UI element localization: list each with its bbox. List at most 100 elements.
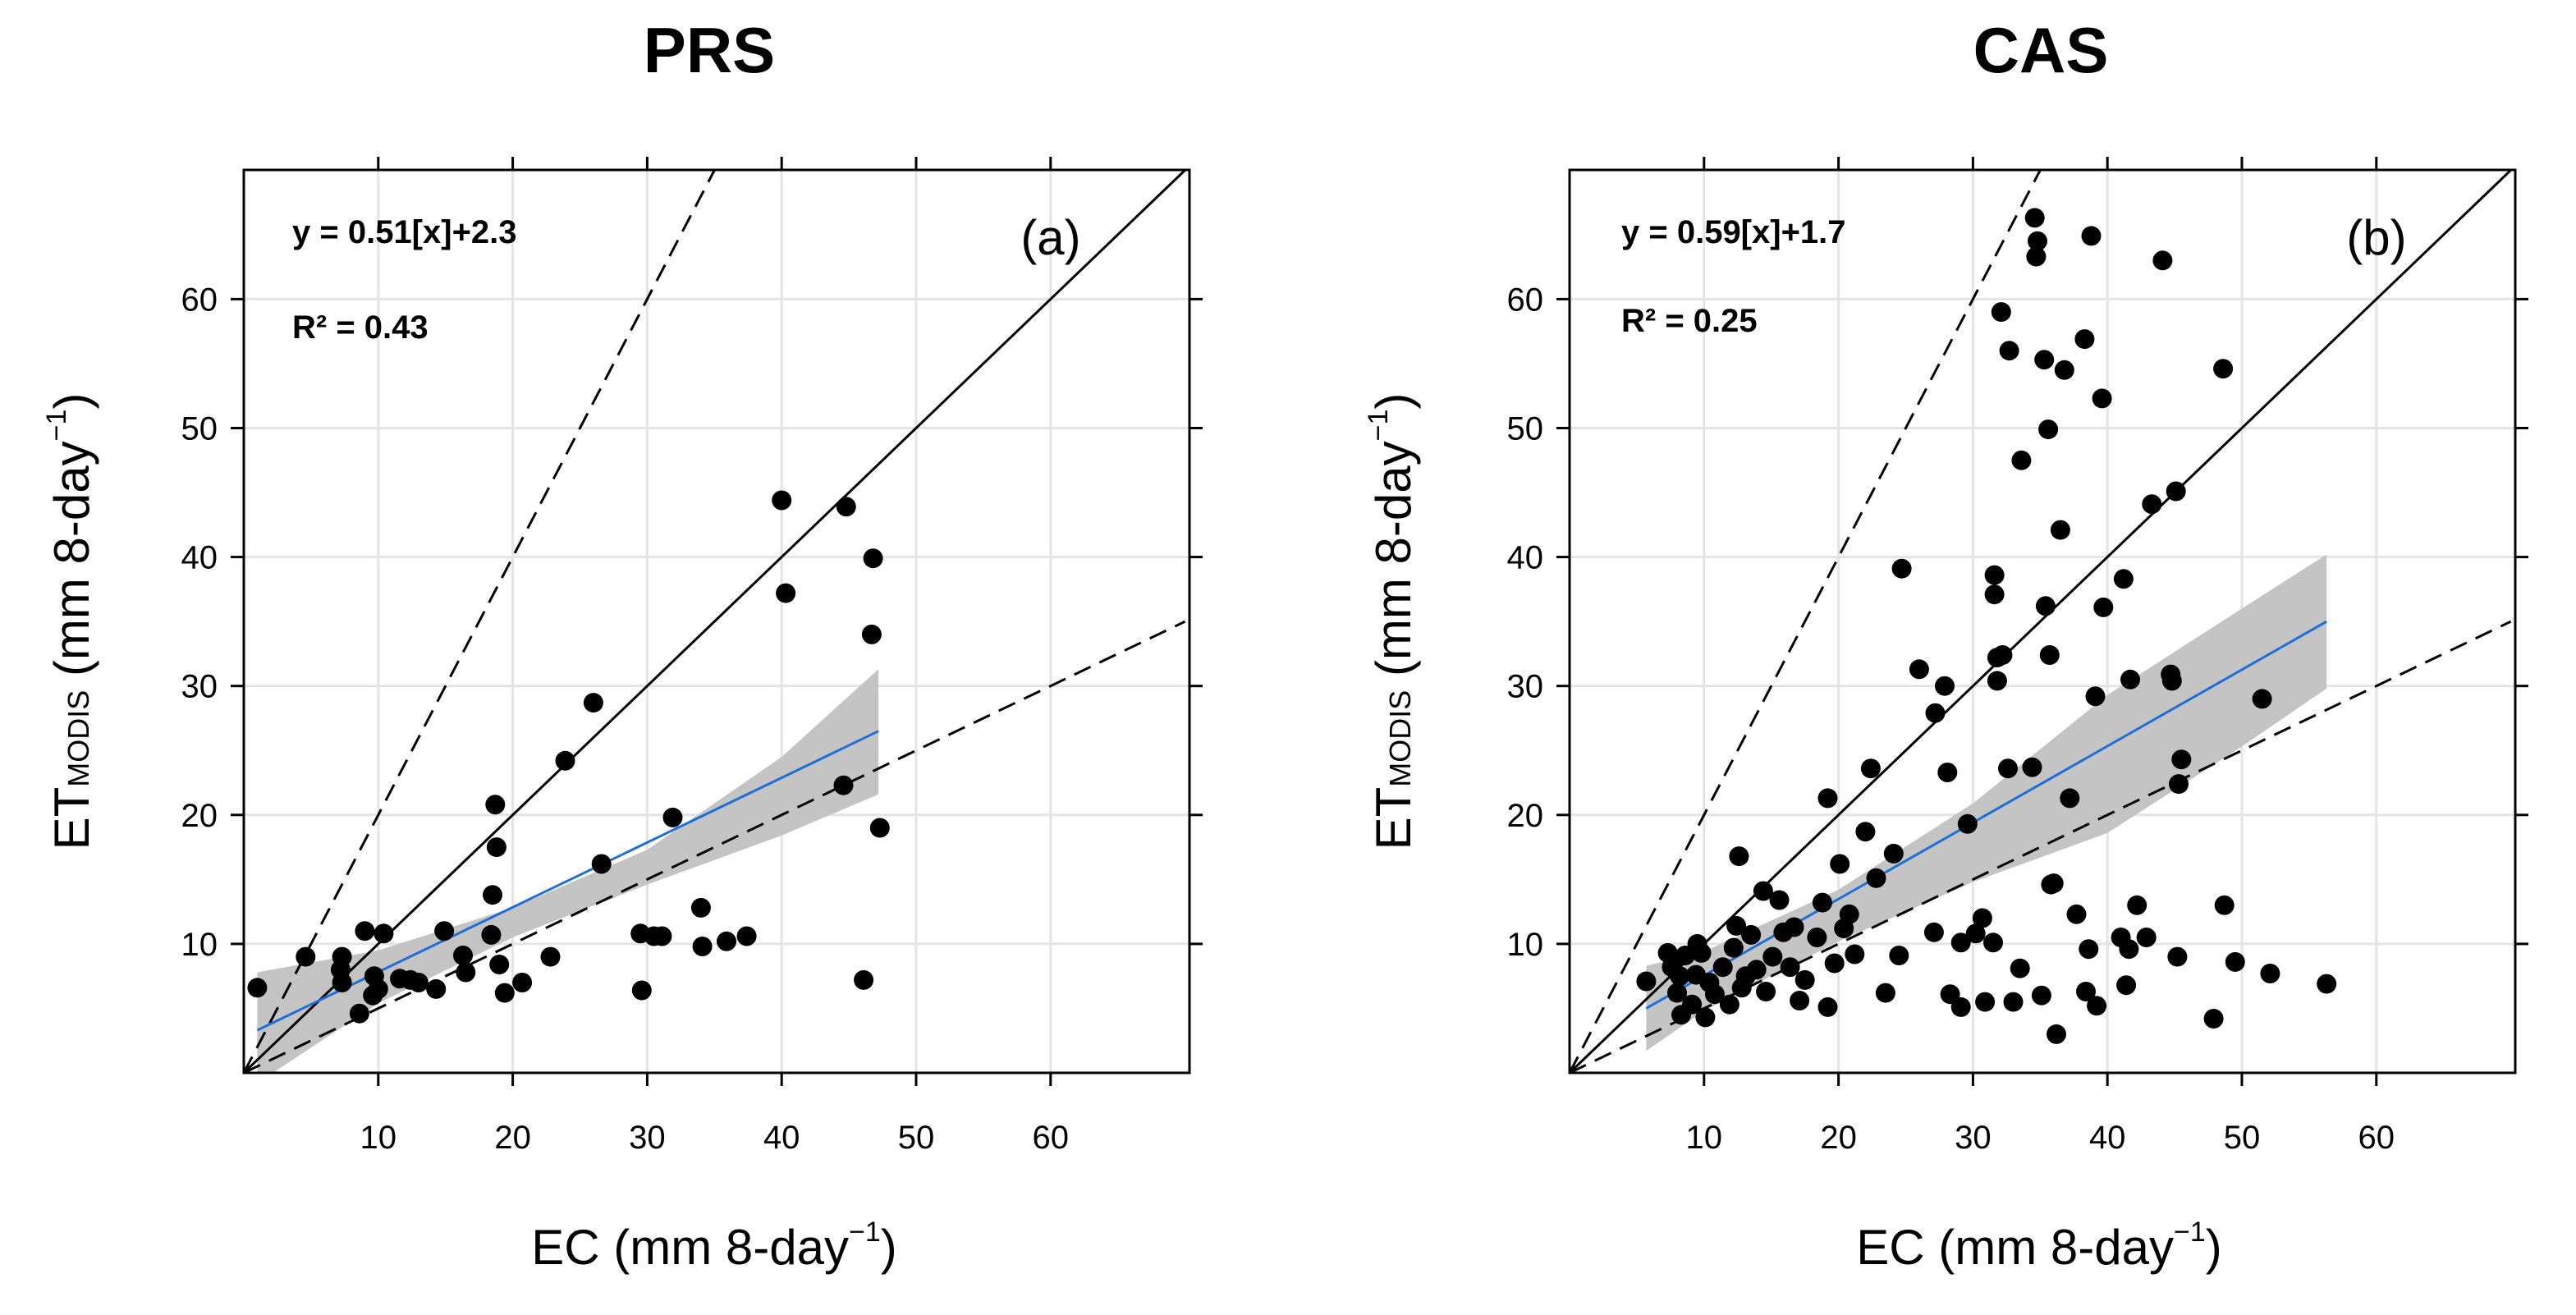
data-point <box>2034 350 2055 370</box>
equation-text: y = 0.51[x]+2.3 <box>292 214 517 250</box>
y-tick-label: 30 <box>181 669 218 705</box>
data-point <box>1753 881 1773 901</box>
y-label-sub: MODIS <box>62 690 95 787</box>
data-point <box>2317 974 2337 994</box>
data-point <box>1957 813 1978 834</box>
data-point <box>1695 1007 1716 1028</box>
x-tick-label: 20 <box>494 1120 531 1156</box>
data-point <box>1830 854 1850 874</box>
data-point <box>1992 645 2013 665</box>
data-point <box>1883 843 1904 864</box>
y-label-sup: −1 <box>41 410 72 442</box>
data-point <box>1923 922 1944 942</box>
data-point <box>1780 957 1800 978</box>
data-point <box>2050 520 2070 540</box>
data-points <box>247 490 890 1024</box>
data-point <box>2087 996 2107 1016</box>
data-point <box>489 955 510 974</box>
data-point <box>583 693 603 713</box>
y-label-sub: MODIS <box>1383 690 1417 787</box>
data-point <box>2031 985 2051 1006</box>
data-point <box>2113 569 2134 589</box>
data-point <box>1667 983 1687 1003</box>
data-point <box>1741 924 1762 945</box>
data-point <box>2171 749 2192 770</box>
data-point <box>1762 946 1783 967</box>
data-point <box>332 973 352 992</box>
data-point <box>772 490 792 511</box>
grid <box>244 170 1189 1073</box>
data-point <box>1972 908 1992 928</box>
reference-line-2-to-1 <box>1570 170 2042 1073</box>
data-point <box>692 937 713 956</box>
data-point <box>2166 481 2186 502</box>
data-point <box>2035 596 2056 616</box>
data-point <box>861 624 882 644</box>
chart-title: PRS <box>644 14 775 86</box>
data-point <box>2142 494 2162 515</box>
data-point <box>2225 951 2245 972</box>
reference-line-1-to-1 <box>1570 170 2512 1073</box>
y-tick-label: 60 <box>1507 282 1544 318</box>
data-point <box>2076 982 2096 1001</box>
data-point <box>836 497 856 517</box>
data-point <box>1784 917 1804 937</box>
data-point <box>2167 946 2188 967</box>
data-point <box>652 926 672 946</box>
data-point <box>1940 984 1960 1005</box>
panel-label: (a) <box>1020 210 1080 265</box>
data-point <box>1925 703 1946 723</box>
data-point <box>2152 250 2173 271</box>
data-point <box>2028 231 2047 251</box>
data-point <box>434 921 455 942</box>
x-label-sup: −1 <box>849 1216 881 1248</box>
data-point <box>2081 226 2102 246</box>
data-point <box>374 923 394 944</box>
y-label-prefix: (mm 8-day <box>44 441 99 690</box>
data-point <box>1636 971 1657 992</box>
data-point <box>1839 904 1859 924</box>
data-point <box>1691 942 1712 963</box>
data-point <box>1866 868 1886 888</box>
data-point <box>2092 388 2112 409</box>
plot-frame <box>1568 168 2517 1074</box>
equation-text: y = 0.59[x]+1.7 <box>1621 214 1846 250</box>
y-label-sup: −1 <box>1363 410 1394 442</box>
y-tick-label: 40 <box>181 540 218 576</box>
data-point <box>2252 689 2272 709</box>
data-point <box>296 946 316 967</box>
data-point <box>2038 419 2059 440</box>
data-point <box>1860 758 1881 779</box>
data-point <box>2054 360 2074 380</box>
data-point <box>355 921 375 942</box>
data-point <box>776 583 796 603</box>
y-label-main: ET <box>1366 787 1421 850</box>
data-point <box>1769 890 1790 910</box>
data-point <box>2024 208 2045 228</box>
data-point <box>1950 997 1971 1017</box>
data-point <box>2085 686 2106 707</box>
reference-line-1-to-2 <box>244 620 1186 1073</box>
data-point <box>349 1003 369 1024</box>
data-point <box>2079 939 2099 960</box>
data-point <box>591 854 612 874</box>
y-tick-label: 20 <box>181 798 218 834</box>
data-point <box>512 973 533 992</box>
data-point <box>1790 991 1810 1010</box>
data-point <box>1998 758 2018 779</box>
x-tick-label: 60 <box>1033 1120 1070 1156</box>
y-tick-label: 50 <box>181 411 218 447</box>
y-tick-label: 40 <box>1507 540 1544 576</box>
data-point <box>631 980 652 1001</box>
data-point <box>2043 873 2064 894</box>
data-point <box>1937 763 1958 782</box>
axis-ticks: 10 20 30 40 50 60 10 20 30 40 50 60 <box>1507 157 2528 1156</box>
axis-ticks: 10 20 30 40 50 60 10 20 30 40 50 60 <box>181 157 1203 1156</box>
data-point <box>2026 246 2047 267</box>
data-point <box>1909 659 1929 680</box>
data-point <box>833 775 854 795</box>
data-point <box>1965 923 1986 944</box>
data-point <box>717 931 736 951</box>
data-point <box>2066 904 2087 924</box>
